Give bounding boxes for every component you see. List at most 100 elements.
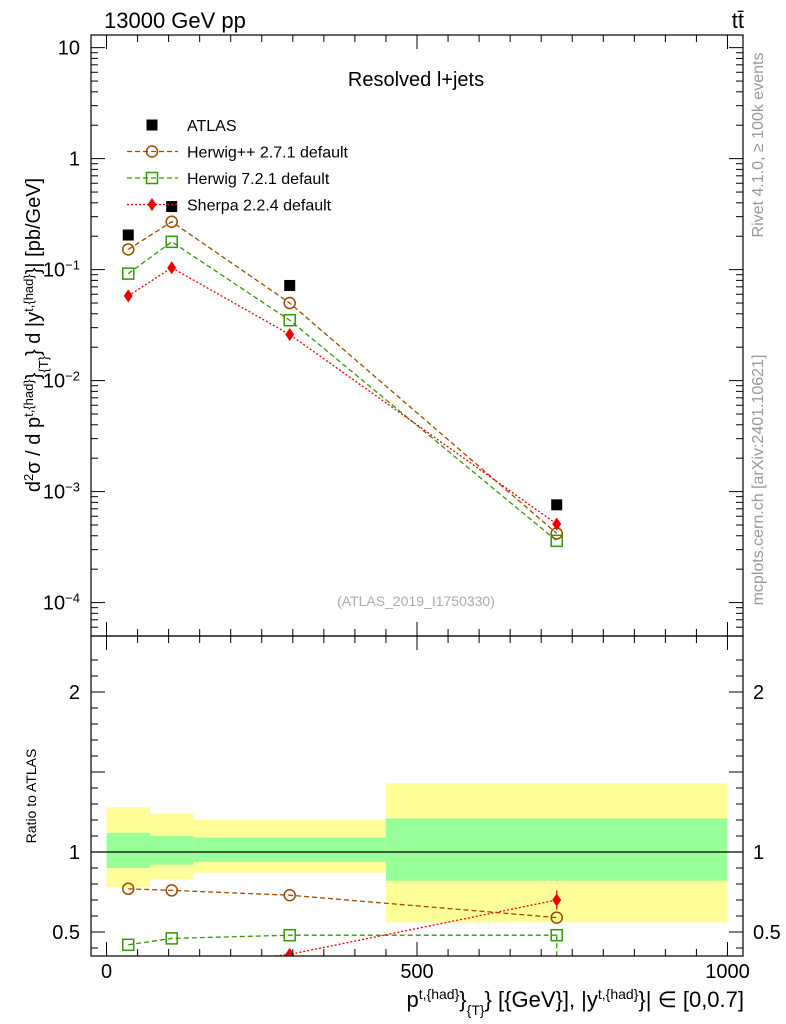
series-line [127, 220, 558, 534]
y-tick-label-base: 1 [69, 149, 80, 171]
data-point [552, 517, 562, 531]
main-series [122, 201, 563, 548]
data-point [165, 235, 178, 249]
y-tick-label-base: 10 [58, 38, 80, 60]
chart-title: Resolved l+jets [348, 69, 484, 91]
x-axis-label: pt,{had}}{T}} [{GeV}], |yt,{had}}| ∈ [0,… [407, 986, 744, 1018]
series-line [127, 241, 558, 542]
process-label: tt̄ [732, 8, 744, 33]
data-point [551, 499, 563, 511]
data-point [167, 261, 177, 275]
series-sherpa-2-2-4-default [123, 261, 562, 531]
ratio-series-herwig-7-2-1-default [122, 928, 563, 952]
ratio-point [165, 884, 178, 897]
ratio-y-tick-label-right: 1 [753, 842, 764, 864]
energy-label: 13000 GeV pp [104, 8, 246, 33]
series-herwig-7-2-1-default [122, 235, 563, 548]
legend-label: Herwig++ 2.7.1 default [187, 145, 349, 162]
y-tick-label-exp: −2 [65, 368, 80, 383]
ratio-point [165, 932, 178, 945]
main-y-axis-label: d2σ / d pt,{had}}{T}} d |yt,{had}}| [pb/… [21, 178, 51, 492]
ratio-y-axis-label: Ratio to ATLAS [23, 749, 39, 844]
xlabel-part: t,{had} [419, 986, 460, 1002]
data-point [122, 243, 135, 256]
ratio-y-tick-label: 2 [69, 682, 80, 704]
legend-marker [145, 171, 159, 185]
ylabel-part: } d |y [23, 312, 45, 356]
series-line [127, 266, 558, 525]
data-point [285, 328, 295, 342]
ratio-series-sherpa-2-2-4-default [268, 890, 562, 956]
legend-entry: Herwig 7.2.1 default [127, 171, 330, 188]
data-point [283, 296, 296, 310]
xlabel-part: } [{GeV}], |y [485, 987, 598, 1012]
ratio-point [283, 928, 296, 942]
data-point [284, 279, 296, 291]
legend-label: Herwig 7.2.1 default [187, 171, 330, 188]
ratio-y-tick-label-right: 0.5 [753, 922, 781, 944]
legend: ATLAS Herwig++ 2.7.1 default Herwig 7.2.1 … [127, 118, 349, 215]
ratio-series [122, 882, 563, 956]
analysis-watermark: (ATLAS_2019_I1750330) [337, 593, 495, 609]
y-tick-label-exp: −3 [65, 479, 80, 494]
y-tick-label: 10 [58, 38, 80, 60]
ylabel-part: {T} [36, 355, 51, 372]
ratio-tick-labels: 0.5 0.5 1 1 2 2 0 500 1000 [52, 682, 781, 983]
legend-label: ATLAS [187, 118, 237, 135]
legend-entry: Herwig++ 2.7.1 default [127, 145, 349, 162]
stat-uncertainty-band [385, 818, 728, 881]
legend-marker [147, 198, 157, 211]
data-point [165, 215, 178, 228]
data-point [166, 201, 178, 213]
ylabel-part: } [23, 372, 45, 379]
y-tick-label-base: 10 [43, 371, 65, 393]
legend-entry: Sherpa 2.2.4 default [127, 198, 332, 215]
ratio-bands [91, 783, 743, 923]
ratio-y-tick-label: 1 [69, 842, 80, 864]
ylabel-part: t,{had} [21, 379, 36, 417]
stat-uncertainty-band [149, 836, 194, 865]
ratio-point [550, 911, 563, 924]
main-ticks [91, 35, 743, 637]
x-tick-label: 0 [101, 961, 112, 983]
data-point [283, 313, 296, 327]
legend-marker [146, 119, 158, 131]
svg-text:d2σ / d pt,{had}}{T}} d |yt,{: d2σ / d pt,{had}}{T}} d |yt,{had}}| [pb/… [21, 178, 51, 492]
ratio-y-tick-label: 0.5 [52, 922, 80, 944]
ratio-point [122, 882, 135, 896]
mcplots-label: mcplots.cern.ch [arXiv:2401.10621] [750, 355, 767, 606]
y-tick-label: 1 [69, 149, 80, 171]
y-tick-label: 10−3 [43, 479, 80, 504]
y-tick-label: 10−2 [43, 368, 80, 393]
legend-entry: ATLAS [146, 118, 237, 135]
ratio-point [550, 928, 563, 942]
ratio-y-tick-label-right: 2 [753, 682, 764, 704]
y-tick-label-base: 10 [43, 260, 65, 282]
y-tick-label-exp: −4 [65, 590, 80, 605]
xlabel-part: {T} [467, 1002, 485, 1018]
y-tick-label-base: 10 [43, 593, 65, 615]
data-point [122, 267, 135, 280]
xlabel-part: }| ∈ [0,0.7] [638, 987, 744, 1012]
y-tick-label-base: 10 [43, 482, 65, 504]
x-tick-label: 1000 [705, 961, 750, 983]
xlabel-part: p [407, 987, 419, 1012]
y-tick-label: 10−4 [43, 590, 80, 615]
ratio-ticks [91, 636, 743, 956]
data-point [122, 229, 134, 241]
y-tick-label: 10−1 [43, 257, 80, 282]
series-atlas [122, 201, 563, 511]
rivet-label: Rivet 4.1.0, ≥ 100k events [750, 53, 767, 238]
x-tick-label: 500 [400, 961, 433, 983]
ratio-point [283, 888, 296, 902]
stat-uncertainty-band [193, 837, 386, 862]
svg-text:pt,{had}}{T}} [{GeV}], |yt,{ha: pt,{had}}{T}} [{GeV}], |yt,{had}}| ∈ [0,… [407, 986, 744, 1018]
ratio-series-herwig-2-7-1-default [122, 882, 563, 924]
series-herwig-2-7-1-default [122, 215, 563, 540]
ylabel-part: d [23, 481, 45, 492]
data-point [123, 289, 133, 303]
ylabel-part: }| [pb/GeV] [23, 178, 45, 274]
ratio-point [552, 893, 562, 907]
